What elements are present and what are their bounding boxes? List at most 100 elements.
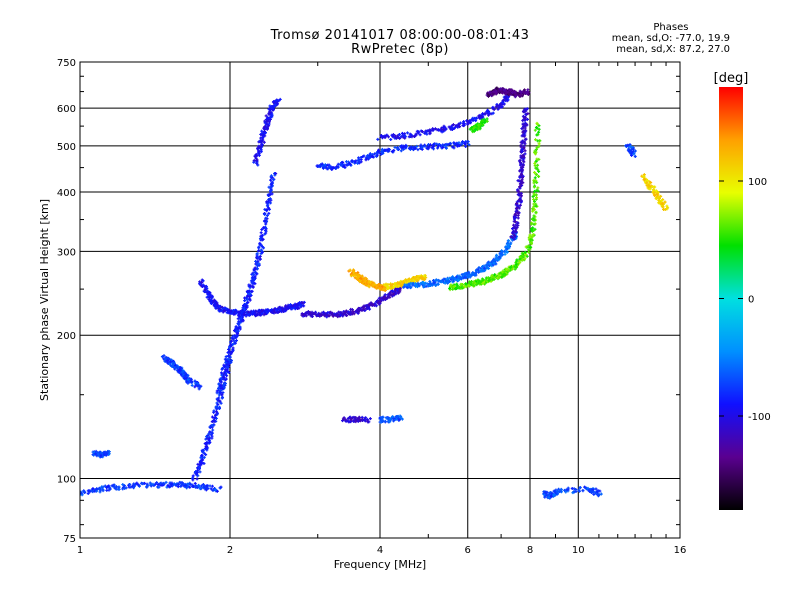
data-point xyxy=(245,294,249,298)
data-point xyxy=(491,91,495,95)
x-tick-label: 10 xyxy=(572,545,585,556)
y-tick-label: 300 xyxy=(57,247,76,258)
data-point xyxy=(236,329,240,333)
data-point xyxy=(222,372,226,376)
data-point xyxy=(236,317,240,321)
data-point xyxy=(533,171,537,175)
data-point xyxy=(207,437,211,441)
data-point xyxy=(523,256,527,260)
data-point xyxy=(258,313,262,317)
data-point xyxy=(214,413,218,417)
data-point xyxy=(451,287,455,291)
data-point xyxy=(201,283,205,287)
data-point xyxy=(162,354,166,358)
data-point xyxy=(174,483,178,487)
data-point xyxy=(263,125,267,129)
data-point xyxy=(80,493,84,497)
data-point xyxy=(199,456,203,460)
data-point xyxy=(358,308,362,312)
data-point xyxy=(236,310,240,314)
data-point xyxy=(253,266,257,270)
data-point xyxy=(224,358,228,362)
data-point xyxy=(82,490,86,494)
data-point xyxy=(520,139,524,143)
data-point xyxy=(454,123,458,127)
data-point xyxy=(203,442,207,446)
data-point xyxy=(264,216,268,220)
data-point xyxy=(387,148,391,152)
data-point xyxy=(512,233,516,237)
data-point xyxy=(243,299,247,303)
y-tick-label: 750 xyxy=(57,58,76,69)
data-point xyxy=(444,146,448,150)
data-point xyxy=(254,259,258,263)
data-point xyxy=(209,302,213,306)
data-point xyxy=(415,285,419,289)
data-point xyxy=(420,130,424,134)
data-point xyxy=(520,147,524,151)
data-point xyxy=(529,228,533,232)
data-point xyxy=(457,141,461,145)
data-point xyxy=(269,114,273,118)
data-point xyxy=(318,312,322,316)
data-point xyxy=(220,393,224,397)
data-point xyxy=(117,485,121,489)
data-point xyxy=(501,100,505,104)
data-point xyxy=(304,314,308,318)
data-point xyxy=(521,164,525,168)
data-point xyxy=(168,360,172,364)
data-point xyxy=(220,387,224,391)
data-point xyxy=(400,283,404,287)
data-point xyxy=(526,244,530,248)
data-point xyxy=(234,339,238,343)
data-point xyxy=(509,241,513,245)
data-point xyxy=(265,214,269,218)
data-point xyxy=(257,153,261,157)
data-point xyxy=(202,461,206,465)
data-point xyxy=(389,284,393,288)
data-point xyxy=(482,268,486,272)
data-point xyxy=(202,448,206,452)
x-tick-label: 8 xyxy=(527,545,533,556)
data-point xyxy=(191,474,195,478)
data-point xyxy=(264,114,268,118)
data-point xyxy=(371,303,375,307)
data-point xyxy=(258,257,262,261)
data-point xyxy=(190,380,194,384)
data-point xyxy=(383,136,387,140)
data-point xyxy=(534,172,538,176)
data-point xyxy=(229,339,233,343)
data-point xyxy=(403,134,407,138)
data-point xyxy=(137,483,141,487)
data-point xyxy=(348,269,352,273)
data-point xyxy=(498,271,502,275)
data-point xyxy=(452,141,456,145)
data-point xyxy=(528,233,532,237)
data-point xyxy=(245,298,249,302)
data-point xyxy=(516,193,520,197)
data-point xyxy=(224,368,228,372)
data-point xyxy=(184,483,188,487)
data-point xyxy=(483,111,487,115)
data-point xyxy=(517,198,521,202)
data-point xyxy=(428,143,432,147)
data-point xyxy=(298,304,302,308)
data-point xyxy=(389,138,393,142)
y-ticks: 75 100 200 300 400 500 600 750 xyxy=(57,58,680,545)
data-point xyxy=(439,144,443,148)
data-point xyxy=(226,351,230,355)
data-point xyxy=(334,313,338,317)
data-point xyxy=(196,382,200,386)
data-point xyxy=(391,289,395,293)
data-point xyxy=(336,165,340,169)
data-point xyxy=(155,481,159,485)
data-point xyxy=(265,127,269,131)
data-point xyxy=(257,246,261,250)
data-point xyxy=(354,272,358,276)
data-point xyxy=(368,152,372,156)
data-point xyxy=(179,366,183,370)
data-point xyxy=(396,147,400,151)
data-point xyxy=(420,146,424,150)
data-point xyxy=(246,300,250,304)
data-point xyxy=(477,114,481,118)
